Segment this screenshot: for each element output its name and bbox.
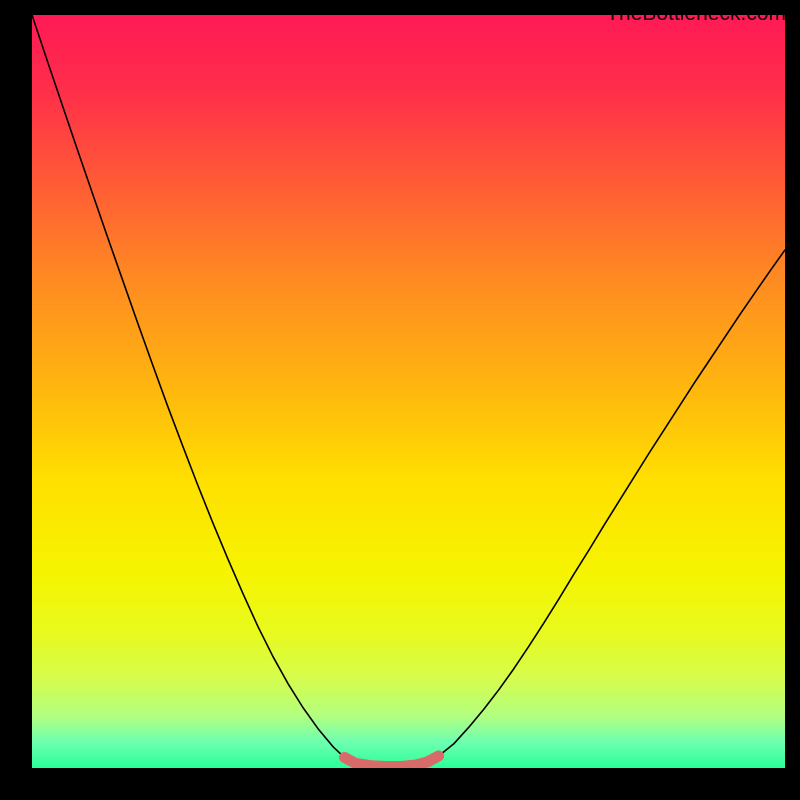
chart-canvas — [32, 15, 785, 768]
chart-plot-area — [32, 15, 785, 768]
chart-frame: TheBottleneck.com — [0, 0, 800, 800]
watermark-label: TheBottleneck.com — [606, 2, 786, 26]
